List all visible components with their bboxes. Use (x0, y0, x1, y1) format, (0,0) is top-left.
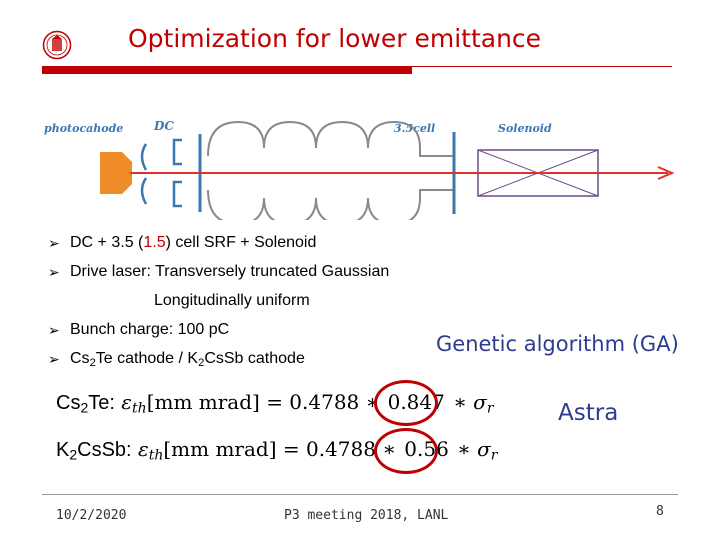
equation-material: K2CsSb: (56, 439, 132, 463)
dc-anode-upper (172, 138, 182, 166)
arrow-bullet-icon: ➢ (48, 321, 60, 338)
arrow-bullet-icon: ➢ (48, 234, 60, 251)
bullet-item-charge: ➢ Bunch charge: 100 pC (48, 321, 229, 339)
arrow-bullet-icon: ➢ (48, 263, 60, 280)
bullet-item-laser: ➢ Drive laser: Transversely truncated Ga… (48, 263, 389, 281)
footer-divider (42, 494, 678, 495)
srf-cavity-lower (207, 189, 454, 220)
beamline-diagram: photocahode DC 3.5cell Solenoid (44, 119, 675, 220)
bullet-item-cathode: ➢ Cs2Te cathode / K2CsSb cathode (48, 350, 305, 369)
srf-cavity-upper (207, 120, 454, 157)
bullet-text: Cs2Te cathode / K2CsSb cathode (70, 350, 305, 369)
ga-label: Genetic algorithm (GA) (436, 332, 679, 356)
equation-k2cssb: K2CsSb: εth[mm mrad] = 0.4788 ∗ 0.56 ∗ σ… (56, 437, 498, 464)
footer-date: 10/2/2020 (56, 508, 127, 523)
solenoid-label: Solenoid (498, 122, 552, 135)
bullet-text: Bunch charge: 100 pC (70, 321, 230, 338)
highlight-value: 1.5 (143, 234, 166, 251)
bullet-text: DC + 3.5 (1.5) cell SRF + Solenoid (70, 234, 317, 251)
university-seal-logo (42, 30, 72, 60)
highlight-ring-k2cssb (374, 428, 438, 474)
astra-label: Astra (558, 400, 619, 426)
highlight-ring-cs2te (374, 380, 438, 426)
photocathode-body (100, 152, 132, 194)
title-underline-thick (42, 66, 412, 74)
equation-material: Cs2Te: (56, 392, 115, 416)
bullet-text: Drive laser: Transversely truncated Gaus… (70, 263, 390, 280)
slide-title: Optimization for lower emittance (128, 24, 542, 53)
footer-event: P3 meeting 2018, LANL (284, 508, 449, 523)
dc-label: DC (153, 119, 174, 133)
title-underline-thin (412, 66, 672, 67)
dc-anode-lower (172, 180, 182, 208)
photocathode-label: photocahode (44, 122, 123, 135)
page-number: 8 (656, 504, 664, 519)
bullet-item-laser-cont: Longitudinally uniform (154, 292, 310, 309)
dc-electrode-upper (140, 143, 148, 171)
bullet-item-config: ➢ DC + 3.5 (1.5) cell SRF + Solenoid (48, 234, 316, 252)
beam-arrowhead (657, 166, 675, 180)
dc-electrode-lower (140, 177, 148, 205)
arrow-bullet-icon: ➢ (48, 350, 60, 367)
